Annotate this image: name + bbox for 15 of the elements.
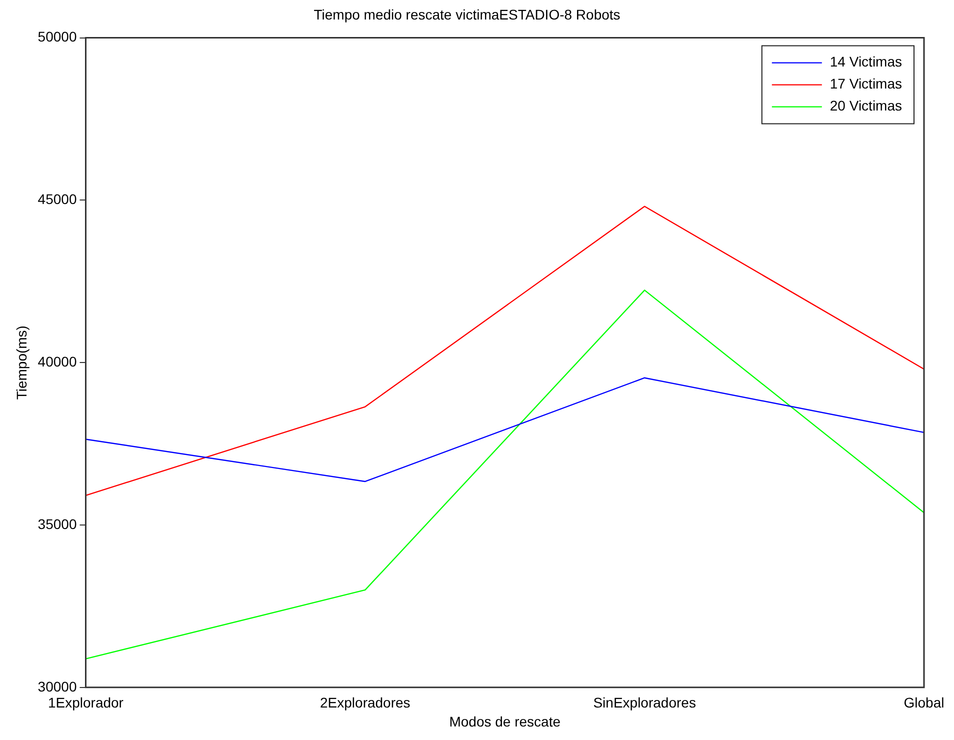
x-axis-title: Modos de rescate <box>449 713 561 730</box>
y-tick-label: 50000 <box>38 28 77 45</box>
x-tick-label: Global <box>904 694 944 711</box>
legend-label: 20 Victimas <box>830 98 902 114</box>
chart-title: Tiempo medio rescate victimaESTADIO-8 Robots <box>314 6 620 22</box>
y-axis-title: Tiempo(ms) <box>13 326 30 400</box>
legend-label: 17 Victimas <box>830 76 902 92</box>
y-tick-label: 35000 <box>38 516 77 532</box>
x-tick-label: 2Exploradores <box>320 694 410 711</box>
x-tick-label: 1Explorador <box>48 694 124 711</box>
y-tick-label: 45000 <box>38 191 77 208</box>
y-tick-label: 30000 <box>38 678 77 694</box>
y-tick-label: 40000 <box>38 353 77 370</box>
x-tick-label: SinExploradores <box>593 694 696 711</box>
legend-label: 14 Victimas <box>830 54 902 70</box>
